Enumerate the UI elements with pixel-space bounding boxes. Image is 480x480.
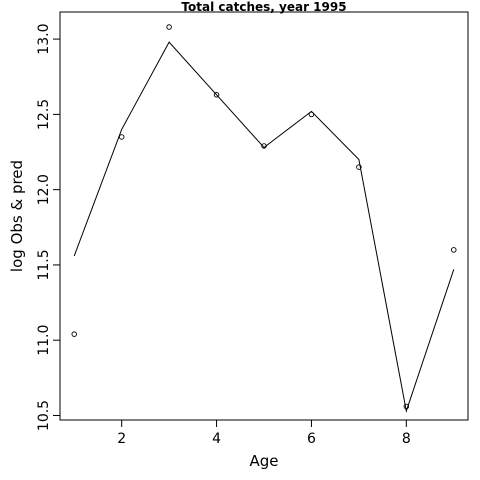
x-tick-label: 4 <box>212 431 221 447</box>
chart-title: Total catches, year 1995 <box>181 0 346 14</box>
x-axis: 2 4 6 8 <box>117 419 411 447</box>
observed-point <box>118 134 125 140</box>
x-tick-label: 2 <box>117 431 126 447</box>
y-tick-label: 12.0 <box>36 174 52 205</box>
observed-point <box>71 331 77 337</box>
observed-point <box>451 247 457 253</box>
x-axis-label: Age <box>249 452 278 470</box>
series-layer <box>71 24 457 413</box>
observed-point <box>213 92 220 98</box>
y-tick-label: 11.5 <box>36 249 52 280</box>
plot-frame <box>59 11 469 421</box>
x-tick-label: 6 <box>307 431 316 447</box>
y-tick-label: 10.5 <box>36 400 52 431</box>
y-axis-label: log Obs & pred <box>8 160 26 272</box>
y-tick-label: 12.5 <box>36 99 52 130</box>
observed-point <box>356 164 362 170</box>
x-tick-label: 8 <box>402 431 411 447</box>
predicted-line <box>73 41 455 413</box>
observed-point <box>166 24 172 30</box>
y-axis: 10.5 11.0 11.5 12.0 12.5 13.0 <box>36 24 61 431</box>
y-tick-label: 13.0 <box>36 24 52 55</box>
y-tick-label: 11.0 <box>36 325 52 356</box>
